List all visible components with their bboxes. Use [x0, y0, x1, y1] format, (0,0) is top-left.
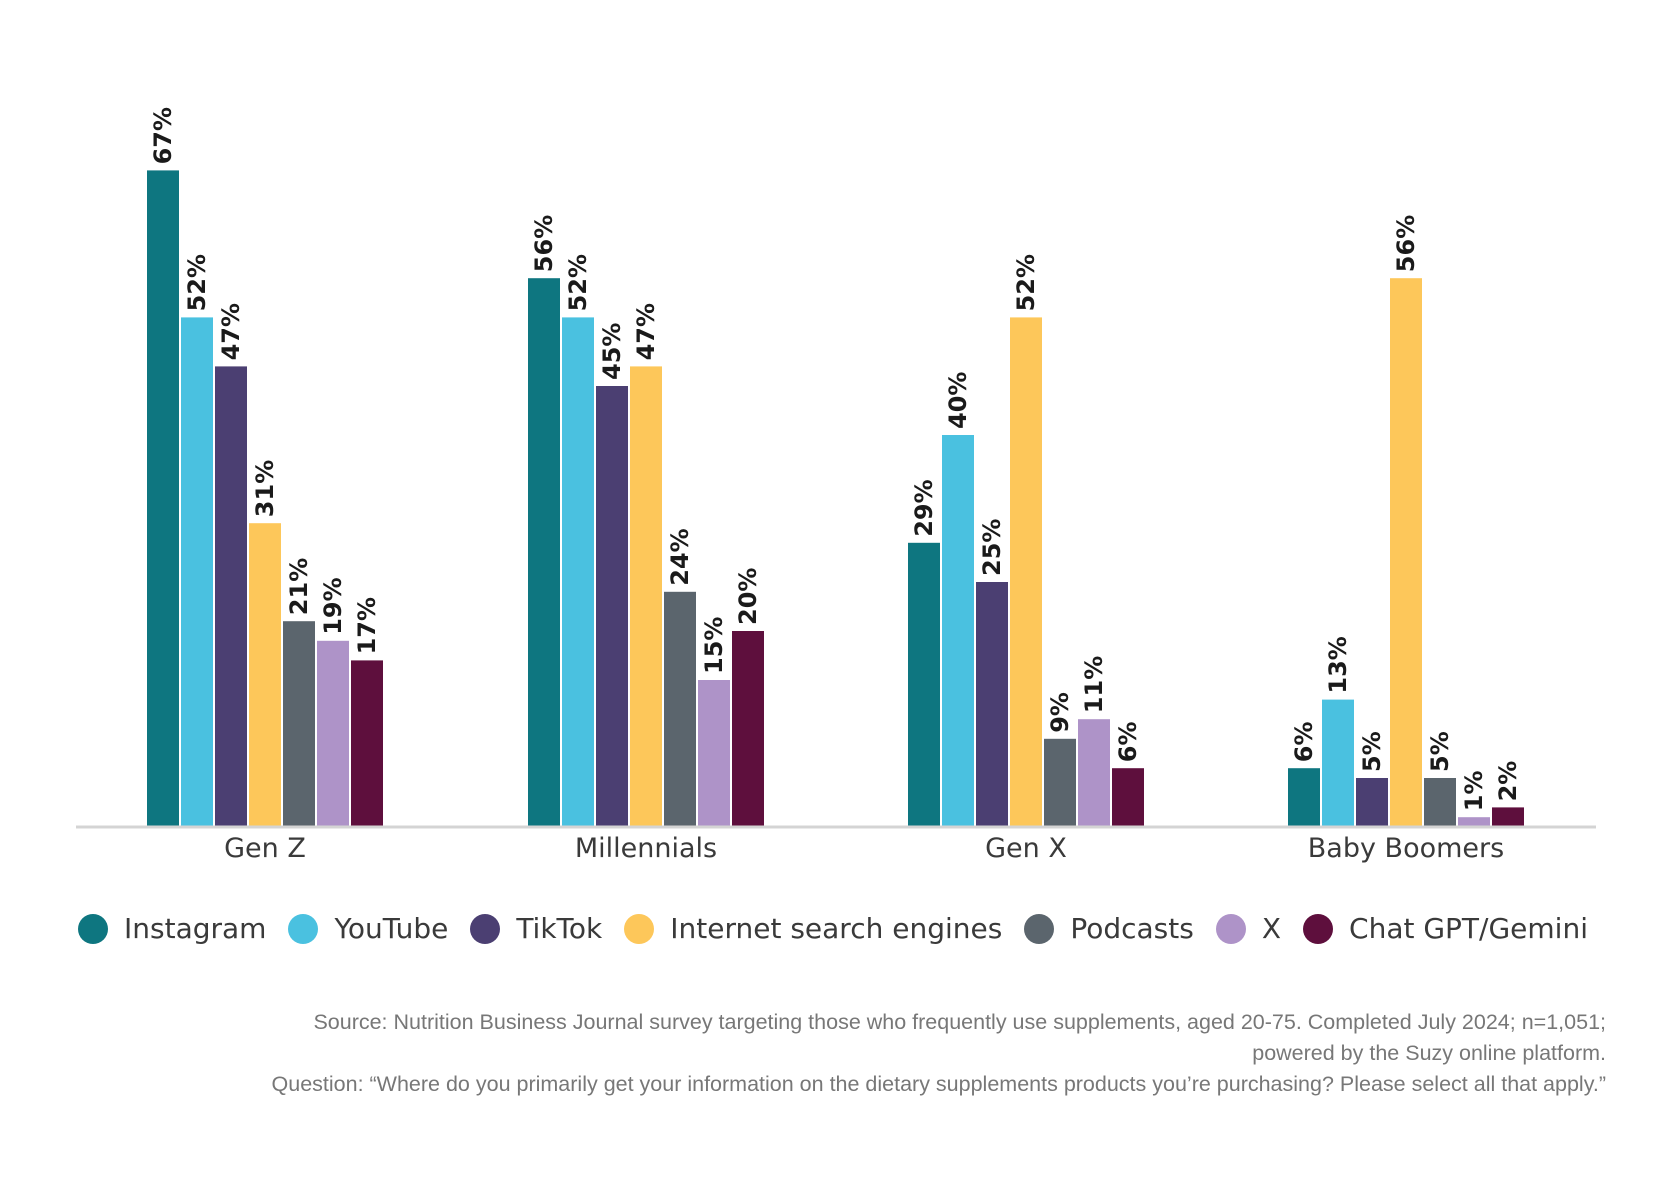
legend-label-chat-gpt-gemini: Chat GPT/Gemini [1349, 912, 1588, 945]
bar-baby-boomers-podcasts [1424, 778, 1456, 827]
legend-swatch-podcasts [1024, 913, 1055, 944]
legend-label-youtube: YouTube [334, 912, 449, 945]
value-label-gen-z-tiktok: 47% [217, 303, 245, 360]
value-label-baby-boomers-x: 1% [1460, 770, 1488, 811]
category-label-millennials: Millennials [575, 833, 717, 864]
value-label-millennials-podcasts: 24% [666, 528, 694, 585]
bar-gen-z-chat-gpt-gemini [351, 660, 383, 827]
bar-baby-boomers-internet-search-engines [1390, 278, 1422, 827]
bar-gen-x-chat-gpt-gemini [1112, 768, 1144, 827]
value-label-gen-z-internet-search-engines: 31% [251, 460, 279, 517]
bar-baby-boomers-youtube [1322, 699, 1354, 827]
legend-item-youtube: YouTube [288, 912, 448, 945]
footnote: Source: Nutrition Business Journal surve… [46, 1007, 1606, 1100]
bar-baby-boomers-instagram [1288, 768, 1320, 827]
question-text: Question: “Where do you primarily get yo… [271, 1072, 1606, 1096]
value-label-millennials-tiktok: 45% [598, 323, 626, 380]
bar-gen-x-youtube [942, 435, 974, 827]
bar-millennials-chat-gpt-gemini [732, 631, 764, 827]
bar-millennials-internet-search-engines [630, 366, 662, 827]
value-label-millennials-instagram: 56% [530, 215, 558, 272]
bar-gen-x-tiktok [976, 582, 1008, 827]
value-label-gen-x-x: 11% [1080, 656, 1108, 713]
value-label-gen-z-x: 19% [319, 577, 347, 634]
legend-swatch-youtube [288, 913, 319, 944]
value-label-gen-z-chat-gpt-gemini: 17% [353, 597, 381, 654]
bar-gen-z-x [317, 640, 349, 827]
bar-chart: 67%52%47%31%21% 19% 17%56%52%45% 47%24%15%2… [76, 107, 1596, 864]
bar-millennials-instagram [528, 278, 560, 827]
bars-group [147, 170, 1524, 827]
value-label-baby-boomers-youtube: 13% [1324, 636, 1352, 693]
legend-label-instagram: Instagram [124, 912, 267, 945]
value-label-gen-z-podcasts: 21% [285, 558, 313, 615]
value-label-gen-x-internet-search-engines: 52% [1012, 254, 1040, 311]
legend-label-podcasts: Podcasts [1070, 912, 1194, 945]
category-label-gen-z: Gen Z [224, 833, 306, 864]
bar-gen-z-youtube [181, 317, 213, 827]
value-label-gen-x-youtube: 40% [944, 372, 972, 429]
legend-item-internet-search-engines: Internet search engines [624, 912, 1002, 945]
value-label-millennials-youtube: 52% [564, 254, 592, 311]
legend-swatch-x [1215, 913, 1246, 944]
category-labels-group: Gen Z Millennials Gen X Baby Boomers [224, 833, 1504, 864]
value-label-gen-z-instagram: 67% [149, 107, 177, 164]
legend-item-podcasts: Podcasts [1024, 912, 1194, 945]
value-label-baby-boomers-tiktok: 5% [1358, 731, 1386, 772]
legend-item-x: X [1215, 912, 1282, 945]
legend-swatch-instagram [78, 913, 108, 944]
value-label-baby-boomers-internet-search-engines: 56% [1392, 215, 1420, 272]
source-line-1: Source: Nutrition Business Journal surve… [313, 1010, 1606, 1034]
bar-baby-boomers-chat-gpt-gemini [1492, 807, 1524, 827]
value-label-millennials-x: 15% [700, 617, 728, 674]
bar-millennials-x [698, 680, 730, 827]
bar-gen-x-internet-search-engines [1010, 317, 1042, 827]
legend-item-tiktok: TikTok [470, 912, 602, 945]
legend-swatch-tiktok [470, 913, 501, 944]
bar-baby-boomers-tiktok [1356, 778, 1388, 827]
legend: Instagram YouTube TikTok Internet search en… [78, 912, 1610, 945]
value-label-baby-boomers-chat-gpt-gemini: 2% [1494, 761, 1522, 802]
bar-gen-x-x [1078, 719, 1110, 827]
legend-swatch-chat-gpt-gemini [1303, 913, 1334, 944]
category-label-gen-x: Gen X [985, 833, 1067, 864]
value-label-gen-z-youtube: 52% [183, 254, 211, 311]
category-label-baby-boomers: Baby Boomers [1308, 833, 1504, 864]
legend-label-x: X [1261, 912, 1282, 945]
legend-item-instagram: Instagram [78, 912, 266, 945]
legend-item-chat-gpt-gemini: Chat GPT/Gemini [1303, 912, 1588, 945]
bar-gen-z-tiktok [215, 366, 247, 827]
value-label-gen-x-chat-gpt-gemini: 6% [1114, 721, 1142, 762]
value-label-baby-boomers-instagram: 6% [1290, 721, 1318, 762]
bar-baby-boomers-x [1458, 817, 1490, 827]
value-label-gen-x-podcasts: 9% [1046, 692, 1074, 733]
value-label-gen-x-instagram: 29% [910, 479, 938, 536]
bar-millennials-youtube [562, 317, 594, 827]
value-label-baby-boomers-podcasts: 5% [1426, 731, 1454, 772]
source-line-2: powered by the Suzy online platform. [1252, 1041, 1606, 1065]
legend-label-internet-search-engines: Internet search engines [670, 912, 1003, 945]
bar-gen-x-instagram [908, 542, 940, 827]
legend-label-tiktok: TikTok [516, 912, 603, 945]
value-label-millennials-chat-gpt-gemini: 20% [734, 568, 762, 625]
bar-gen-z-podcasts [283, 621, 315, 827]
legend-swatch-internet-search-engines [624, 913, 655, 944]
bar-millennials-tiktok [596, 386, 628, 827]
value-labels-group: 67%52%47%31%21% 19% 17%56%52%45% 47%24%15%2… [149, 107, 1522, 811]
bar-millennials-podcasts [664, 591, 696, 827]
bar-gen-z-internet-search-engines [249, 523, 281, 827]
bar-gen-z-instagram [147, 170, 179, 827]
value-label-millennials-internet-search-engines: 47% [632, 303, 660, 360]
value-label-gen-x-tiktok: 25% [978, 519, 1006, 576]
bar-gen-x-podcasts [1044, 738, 1076, 827]
